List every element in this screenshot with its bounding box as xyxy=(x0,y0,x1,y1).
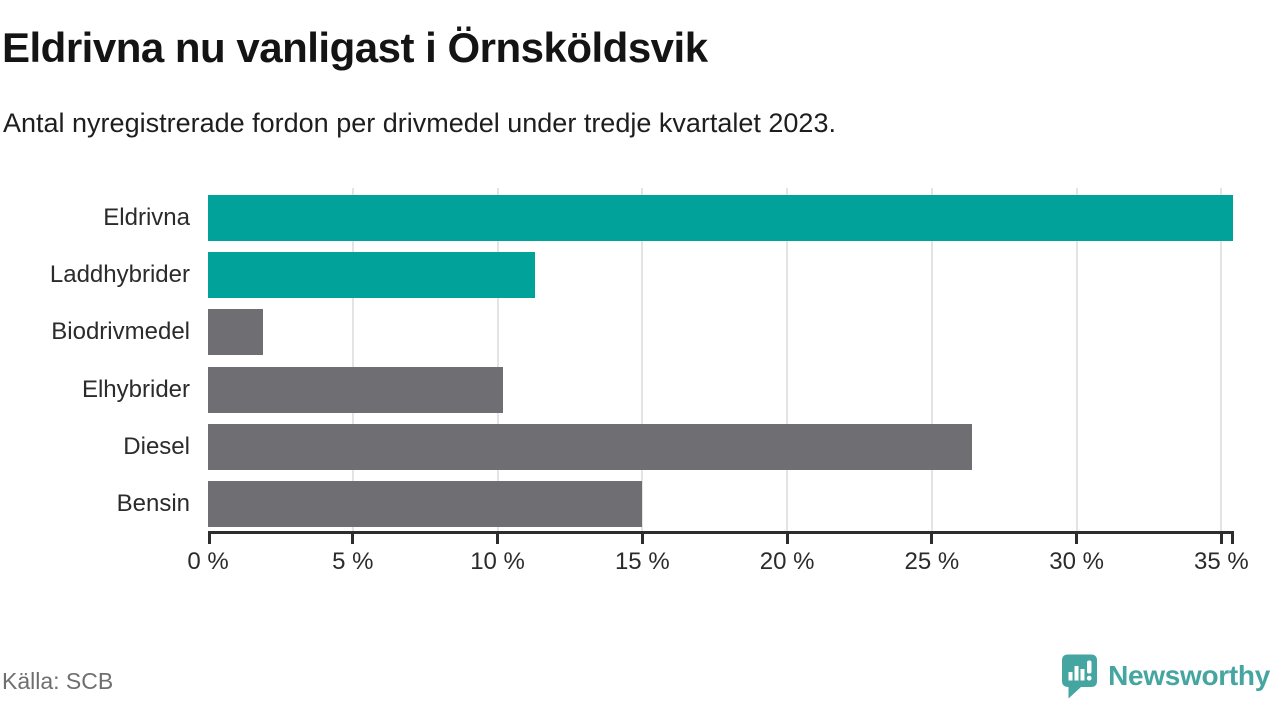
axis-end-cap xyxy=(1231,531,1234,544)
gridline xyxy=(930,188,933,532)
axis-tick xyxy=(496,531,500,544)
newsworthy-chart-bubble-icon xyxy=(1062,654,1098,698)
axis-tick xyxy=(1075,531,1079,544)
axis-tick-label: 10 % xyxy=(470,548,525,575)
gridline xyxy=(786,188,789,532)
axis-tick-label: 30 % xyxy=(1049,548,1104,575)
axis-tick-label: 25 % xyxy=(904,548,960,575)
bar-laddhybrider xyxy=(208,252,536,299)
bar-eldrivna xyxy=(208,195,1233,241)
gridline xyxy=(496,188,499,532)
chart-title: Eldrivna nu vanligast i Örnsköldsvik xyxy=(2,24,708,71)
category-axis: Eldrivna Laddhybrider Biodrivmedel Elhybrid… xyxy=(0,188,190,532)
axis-tick xyxy=(208,531,211,544)
axis-tick-label: 20 % xyxy=(759,548,815,575)
category-label: Diesel xyxy=(123,432,190,460)
bar-diesel xyxy=(208,423,973,470)
bar-chart: Eldrivna Laddhybrider Biodrivmedel Elhybrid… xyxy=(0,188,1280,588)
gridline xyxy=(641,188,644,532)
bar-biodrivmedel xyxy=(208,309,263,356)
x-axis-line xyxy=(208,531,1234,534)
chart-subtitle: Antal nyregistrerade fordon per drivmede… xyxy=(3,108,836,138)
axis-tick xyxy=(785,531,789,544)
axis-tick-label: 0 % xyxy=(187,548,229,575)
axis-tick-label: 35 % xyxy=(1194,548,1249,575)
axis-tick xyxy=(930,531,934,544)
axis-tick xyxy=(1219,531,1223,544)
category-label: Biodrivmedel xyxy=(51,318,190,346)
category-label: Elhybrider xyxy=(81,375,190,403)
newsworthy-logo: Newsworthy xyxy=(1060,652,1270,700)
axis-tick-label: 15 % xyxy=(614,548,670,575)
plot-area: 0 % 5 % 10 % 15 % 20 % 25 % 30 % 35 % xyxy=(187,188,1249,575)
bar-bensin xyxy=(208,481,643,527)
category-label: Eldrivna xyxy=(103,204,190,231)
axis-tick xyxy=(640,531,644,544)
bar-elhybrider xyxy=(208,366,504,413)
source-note: Källa: SCB xyxy=(2,668,114,694)
gridline xyxy=(351,188,354,532)
category-label: Laddhybrider xyxy=(49,261,190,289)
gridline xyxy=(1220,188,1223,532)
category-label: Bensin xyxy=(116,490,190,517)
axis-tick-label: 5 % xyxy=(332,548,374,575)
axis-tick xyxy=(351,531,355,544)
newsworthy-logo-text: Newsworthy xyxy=(1108,660,1270,691)
gridline xyxy=(1075,188,1078,532)
